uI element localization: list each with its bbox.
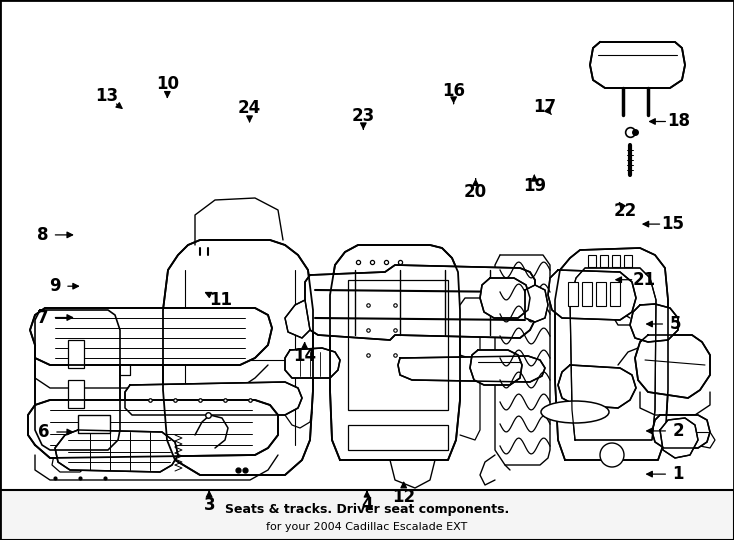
Text: 16: 16 <box>442 82 465 100</box>
Text: for your 2004 Cadillac Escalade EXT: for your 2004 Cadillac Escalade EXT <box>266 522 468 532</box>
Text: 6: 6 <box>38 423 50 441</box>
Bar <box>600 255 608 267</box>
Polygon shape <box>30 308 272 365</box>
Polygon shape <box>285 348 340 378</box>
Text: 17: 17 <box>533 98 556 116</box>
Bar <box>582 282 592 306</box>
Text: 3: 3 <box>203 496 215 514</box>
Text: 22: 22 <box>614 201 637 220</box>
Polygon shape <box>630 304 678 342</box>
Text: 1: 1 <box>672 465 684 483</box>
Circle shape <box>600 443 624 467</box>
Bar <box>624 255 632 267</box>
Text: Seats & tracks. Driver seat components.: Seats & tracks. Driver seat components. <box>225 503 509 516</box>
Text: 4: 4 <box>361 496 373 514</box>
Bar <box>348 280 448 410</box>
Polygon shape <box>28 400 278 458</box>
Polygon shape <box>635 335 710 398</box>
Polygon shape <box>558 365 636 408</box>
Text: 14: 14 <box>293 347 316 366</box>
Polygon shape <box>330 245 460 460</box>
Bar <box>68 340 84 368</box>
Text: 7: 7 <box>37 308 48 327</box>
Text: 10: 10 <box>156 75 179 93</box>
Text: 21: 21 <box>633 271 656 289</box>
Polygon shape <box>398 356 545 382</box>
Text: 18: 18 <box>666 112 690 131</box>
Text: 8: 8 <box>37 226 48 244</box>
Polygon shape <box>590 42 685 88</box>
Polygon shape <box>470 350 522 385</box>
Text: 2: 2 <box>672 422 684 440</box>
Text: 13: 13 <box>95 87 118 105</box>
Text: 20: 20 <box>464 183 487 201</box>
Text: 24: 24 <box>238 99 261 117</box>
Bar <box>612 255 620 267</box>
Bar <box>568 282 578 306</box>
Polygon shape <box>35 310 120 450</box>
Text: 15: 15 <box>661 215 684 233</box>
Polygon shape <box>125 382 302 415</box>
Polygon shape <box>305 265 535 340</box>
Bar <box>610 282 620 306</box>
Text: 9: 9 <box>49 277 61 295</box>
Polygon shape <box>55 430 178 472</box>
Text: 19: 19 <box>523 177 546 195</box>
Text: 23: 23 <box>352 107 375 125</box>
Bar <box>78 415 110 433</box>
Bar <box>68 380 84 408</box>
Polygon shape <box>163 240 313 475</box>
Bar <box>588 255 596 267</box>
Polygon shape <box>525 285 548 322</box>
Ellipse shape <box>541 401 609 423</box>
Bar <box>596 282 606 306</box>
Text: 5: 5 <box>669 315 681 333</box>
Text: 12: 12 <box>392 488 415 506</box>
Polygon shape <box>285 300 310 338</box>
Polygon shape <box>660 418 698 458</box>
Polygon shape <box>480 278 530 318</box>
Polygon shape <box>652 415 710 448</box>
Bar <box>0 490 734 540</box>
Polygon shape <box>548 270 636 320</box>
Bar <box>348 425 448 450</box>
Text: 11: 11 <box>208 291 232 309</box>
